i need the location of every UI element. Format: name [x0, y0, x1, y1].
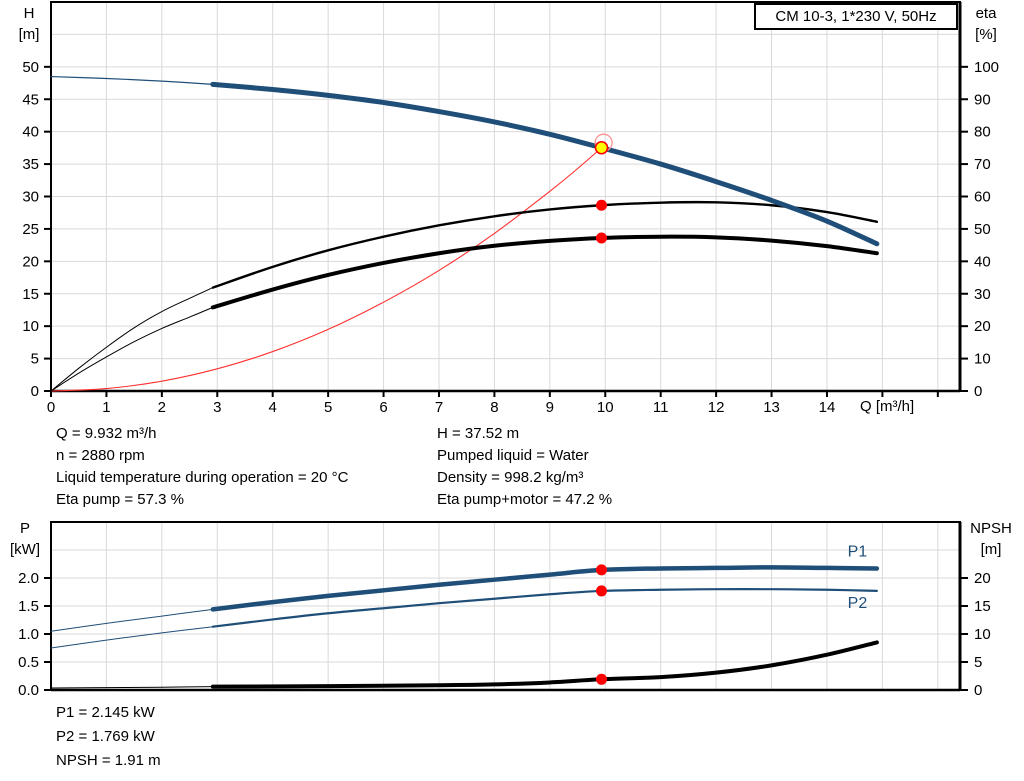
curve-label-p1: P1: [848, 544, 868, 561]
npsh-axis-symbol: NPSH: [970, 520, 1012, 537]
right-axis-tick-label: 60: [974, 189, 991, 206]
npsh-curve-thin: [50, 686, 214, 689]
result-text-left-column: Q = 9.932 m³/h n = 2880 rpm Liquid tempe…: [56, 423, 348, 511]
result-liquid-temperature: Liquid temperature during operation = 20…: [56, 469, 349, 486]
eta-pump-curve: [211, 200, 879, 289]
left-axis-tick-label: 40: [22, 124, 39, 141]
x-axis-tick-label: 4: [269, 399, 277, 416]
right-axis-tick-label: 100: [974, 59, 999, 76]
h-axis-unit: [m]: [18, 26, 40, 43]
p-axis-unit: [kW]: [10, 541, 40, 558]
x-axis-tick-label: 0: [47, 399, 55, 416]
eta-axis-symbol: eta: [975, 5, 997, 22]
x-axis-tick-label: 10: [597, 399, 614, 416]
x-axis-tick-label: 14: [819, 399, 836, 416]
left-axis-tick-label: 0.5: [18, 654, 39, 671]
right-axis-tick-label: 20: [974, 318, 991, 335]
x-axis-tick-label: 7: [435, 399, 443, 416]
curve-label-p2: P2: [848, 595, 868, 612]
result-density: Density = 998.2 kg/m³: [437, 469, 584, 486]
left-axis-tick-label: 35: [22, 156, 39, 173]
left-axis-tick-label: 50: [22, 59, 39, 76]
x-axis-tick-label: 2: [158, 399, 166, 416]
result-p2: P2 = 1.769 kW: [56, 728, 155, 745]
head-curve-thin: [50, 75, 214, 85]
x-axis-tick-label: 5: [324, 399, 332, 416]
x-axis-tick-label: 13: [763, 399, 780, 416]
x-axis-tick-label: 8: [490, 399, 498, 416]
left-axis-tick-label: 0: [31, 383, 39, 400]
left-axis-tick-label: 30: [22, 189, 39, 206]
right-axis-tick-label: 0: [974, 383, 982, 400]
eta-pump-curve-thin: [50, 287, 214, 392]
eta-axis-label: eta [%]: [963, 3, 1009, 45]
left-axis-tick-label: 0.0: [18, 682, 39, 699]
system-curve-curve: [50, 147, 603, 392]
p2-curve: [211, 588, 878, 628]
result-text-right-column: H = 37.52 m Pumped liquid = Water Densit…: [437, 423, 612, 511]
p1-curve-thin: [50, 608, 214, 632]
right-axis-tick-label: 10: [974, 351, 991, 368]
operating-value-dot: [595, 673, 607, 685]
right-axis-tick-label: 20: [974, 570, 991, 587]
left-axis-tick-label: 5: [31, 351, 39, 368]
right-axis-tick-label: 80: [974, 124, 991, 141]
left-axis-tick-label: 10: [22, 318, 39, 335]
left-axis-tick-label: 25: [22, 221, 39, 238]
left-axis-tick-label: 1.5: [18, 598, 39, 615]
operating-value-dot: [595, 232, 607, 244]
eta-pump-motor-curve-thin: [50, 306, 214, 392]
eta-pump-motor-curve: [210, 234, 879, 310]
result-flow: Q = 9.932 m³/h: [56, 425, 157, 442]
eta-axis-unit: [%]: [975, 26, 997, 43]
operating-value-dot: [595, 564, 607, 576]
p-axis-symbol: P: [19, 520, 30, 537]
pump-designation-box: CM 10-3, 1*230 V, 50Hz: [754, 3, 958, 30]
result-head: H = 37.52 m: [437, 425, 520, 442]
left-axis-tick-label: 45: [22, 91, 39, 108]
p-axis-label: P [kW]: [4, 518, 46, 560]
x-axis-tick-label: 12: [708, 399, 725, 416]
right-axis-tick-label: 15: [974, 598, 991, 615]
result-text-power-column: P1 = 2.145 kW P2 = 1.769 kW NPSH = 1.91 …: [56, 701, 161, 773]
result-npsh: NPSH = 1.91 m: [56, 752, 161, 769]
duty-point-marker[interactable]: [594, 140, 609, 155]
x-axis-tick-label: 9: [546, 399, 554, 416]
npsh-axis-label: NPSH [m]: [962, 518, 1020, 560]
x-axis-tick-label: 11: [653, 399, 669, 416]
h-axis-symbol: H: [23, 5, 35, 22]
right-axis-tick-label: 70: [974, 156, 991, 173]
left-axis-tick-label: 20: [22, 253, 39, 270]
result-pumped-liquid: Pumped liquid = Water: [437, 447, 589, 464]
operating-value-dot: [595, 199, 607, 211]
right-axis-tick-label: 5: [974, 654, 982, 671]
npsh-curve: [210, 640, 879, 689]
right-axis-tick-label: 90: [974, 91, 991, 108]
right-axis-tick-label: 30: [974, 286, 991, 303]
right-axis-tick-label: 10: [974, 626, 991, 643]
result-p1: P1 = 2.145 kW: [56, 704, 155, 721]
right-axis-tick-label: 50: [974, 221, 991, 238]
x-axis-tick-label: 1: [102, 399, 110, 416]
result-eta-pump-motor: Eta pump+motor = 47.2 %: [437, 491, 613, 508]
result-eta-pump: Eta pump = 57.3 %: [56, 491, 184, 508]
left-axis-tick-label: 2.0: [18, 570, 39, 587]
operating-value-dot: [595, 585, 607, 597]
p1-curve: [210, 565, 880, 612]
q-axis-label: Q [m³/h]: [860, 398, 915, 415]
x-axis-tick-label: 3: [213, 399, 221, 416]
p2-curve-thin: [50, 626, 214, 649]
x-axis-tick-label: 6: [379, 399, 387, 416]
head-curve: [210, 81, 880, 247]
left-axis-tick-label: 1.0: [18, 626, 39, 643]
result-speed: n = 2880 rpm: [56, 447, 145, 464]
right-axis-tick-label: 40: [974, 253, 991, 270]
npsh-axis-unit: [m]: [980, 541, 1002, 558]
right-axis-tick-label: 0: [974, 682, 982, 699]
left-axis-tick-label: 15: [22, 286, 39, 303]
h-axis-label: H [m]: [10, 3, 48, 45]
